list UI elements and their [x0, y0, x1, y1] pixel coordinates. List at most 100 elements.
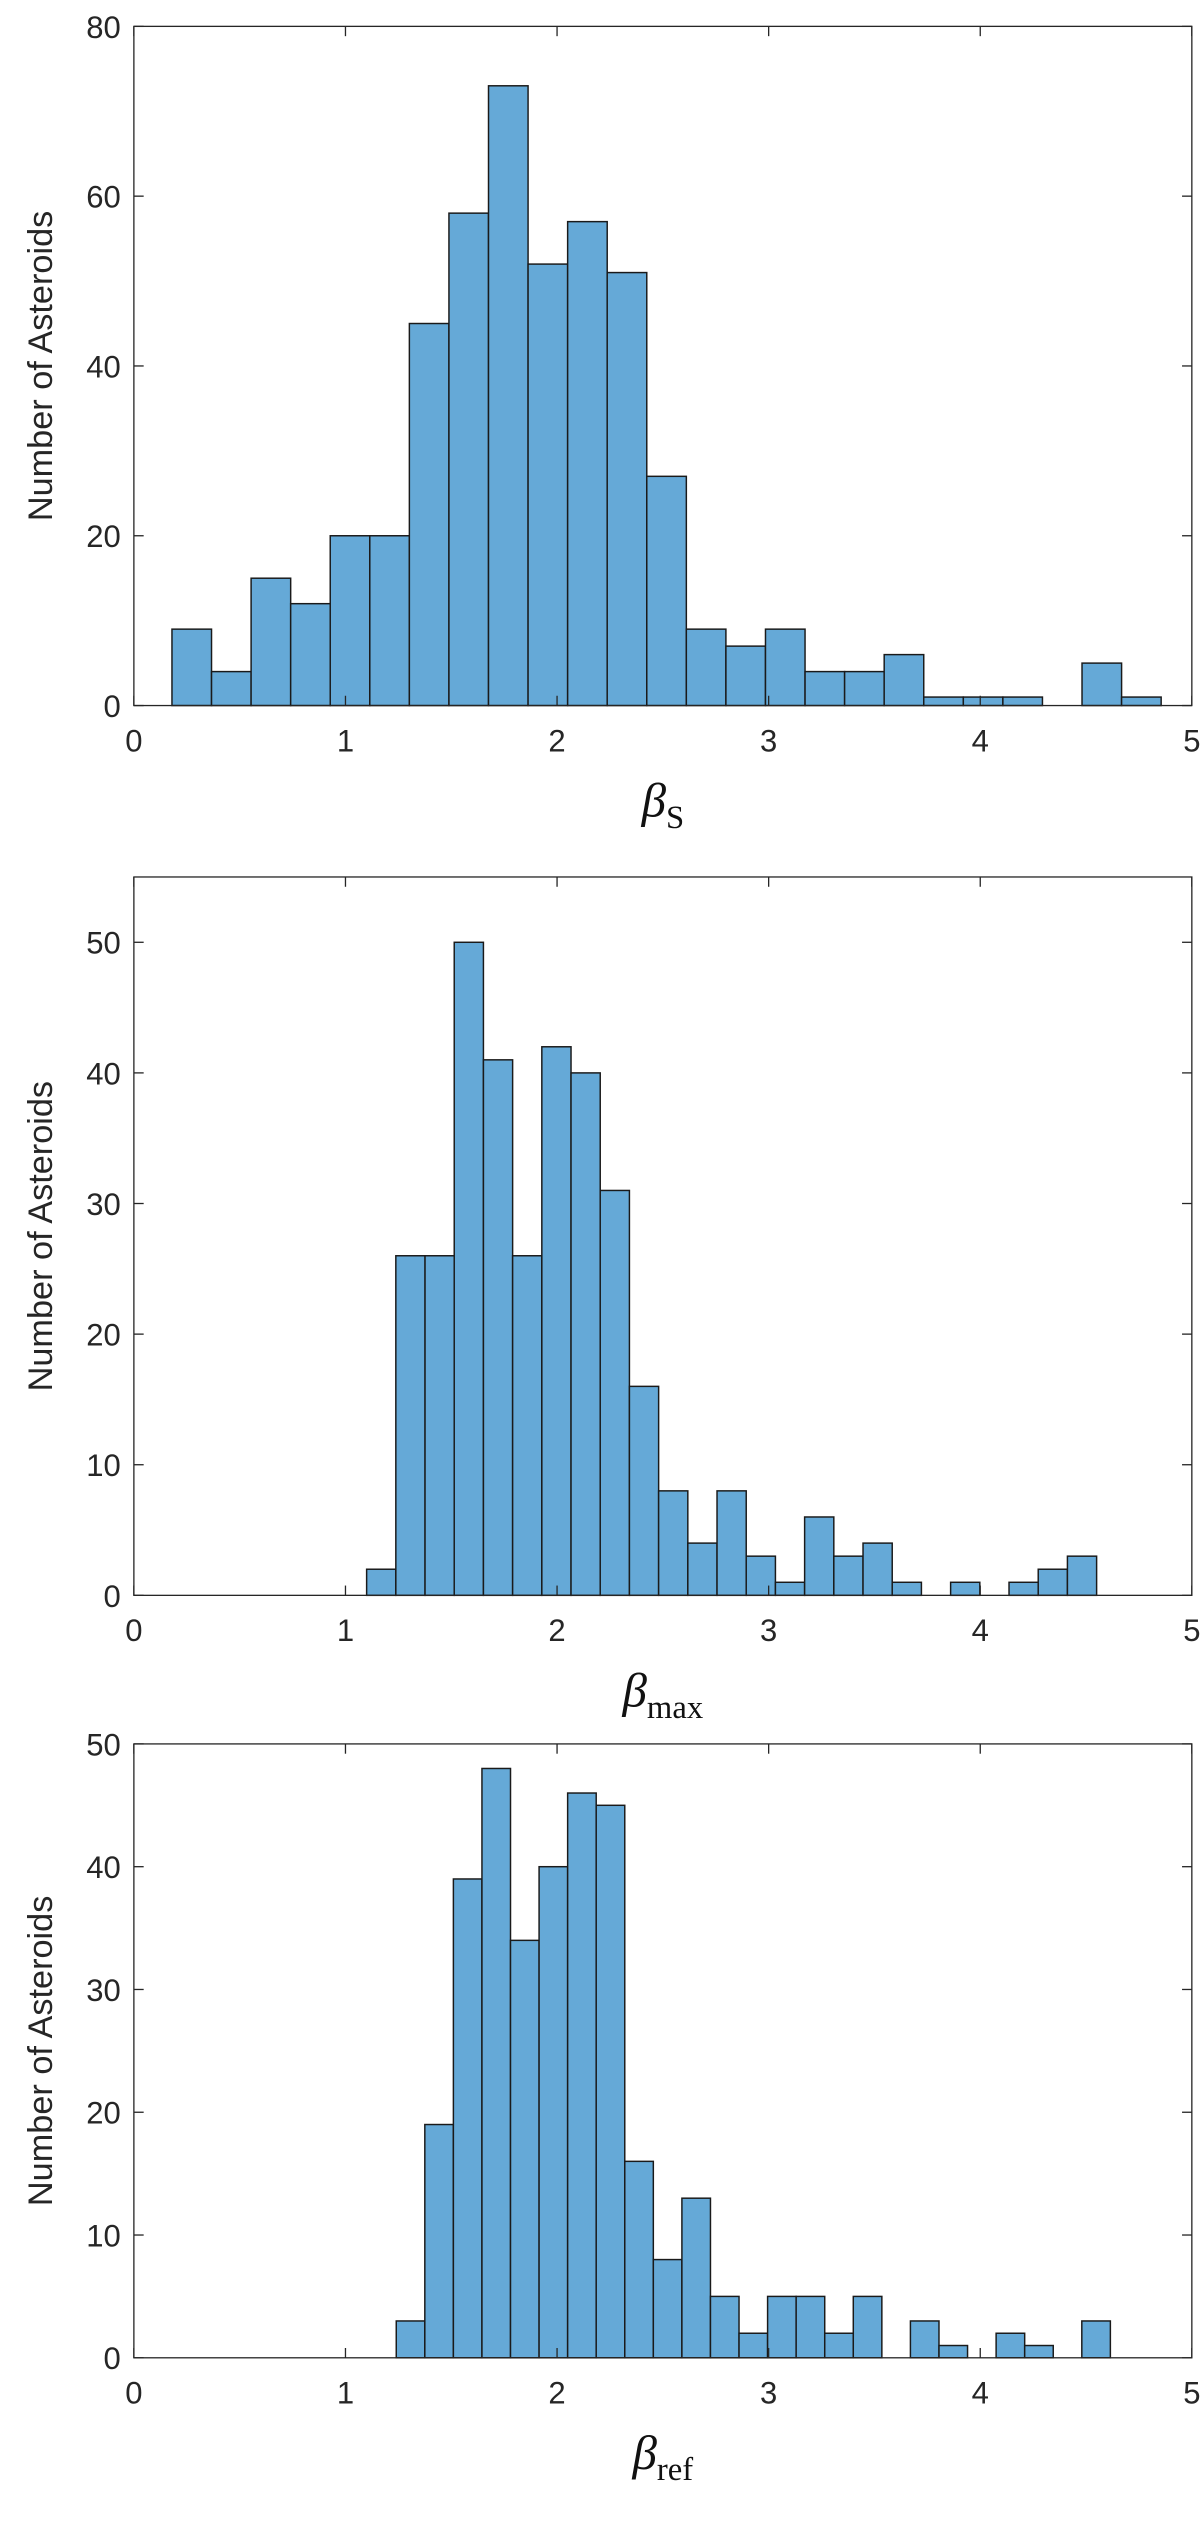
x-tick-label: 2 — [548, 2376, 565, 2411]
y-tick-label: 50 — [86, 926, 121, 961]
y-tick-label: 10 — [86, 2218, 121, 2253]
histogram-bar — [171, 628, 213, 707]
histogram-bar — [606, 271, 648, 707]
histogram-bar — [852, 2295, 883, 2359]
x-tick-label: 3 — [760, 723, 777, 758]
y-axis-label: Number of Asteroids — [22, 211, 60, 521]
histogram-bar — [599, 1189, 631, 1597]
x-tick-label: 2 — [548, 1613, 565, 1648]
x-tick-label: 1 — [337, 1613, 354, 1648]
histogram-bar — [949, 1581, 981, 1597]
x-tick-label: 0 — [125, 2376, 142, 2411]
x-tick-label: 2 — [548, 723, 565, 758]
y-tick-label: 40 — [86, 349, 121, 384]
y-tick-label: 50 — [86, 1727, 121, 1762]
x-axis-label-subscript: ref — [657, 2452, 693, 2488]
histogram-bar — [716, 1490, 747, 1597]
x-axis-label: βS — [641, 773, 685, 836]
histogram-bar — [764, 628, 806, 707]
y-tick-label: 0 — [104, 2341, 121, 2376]
x-tick-label: 4 — [972, 2376, 989, 2411]
histogram-bar — [709, 2295, 740, 2359]
histogram-bar — [424, 1255, 455, 1597]
histogram-bar — [481, 1767, 512, 2359]
histogram-bar — [566, 220, 608, 707]
histogram-bar — [595, 1804, 626, 2359]
y-tick-label: 20 — [86, 2096, 121, 2131]
x-tick-label: 0 — [125, 1613, 142, 1648]
histogram-bar — [685, 628, 727, 707]
histogram-bar — [1002, 696, 1044, 707]
y-tick-label: 0 — [104, 689, 121, 724]
histogram-bar — [624, 2160, 655, 2359]
histogram-bar — [823, 2332, 855, 2359]
y-tick-label: 20 — [86, 519, 121, 554]
histogram-bar — [1008, 1581, 1039, 1597]
histogram-bar — [803, 1516, 835, 1597]
histogram-bar — [250, 577, 292, 707]
x-axis-label-symbol: β — [632, 2425, 658, 2480]
histogram-bar — [527, 263, 569, 707]
x-tick-label: 1 — [337, 2376, 354, 2411]
histogram-bar — [570, 1072, 601, 1597]
histogram-bar — [482, 1059, 514, 1597]
y-tick-label: 60 — [86, 180, 121, 215]
histogram-bar — [1066, 1555, 1098, 1597]
histogram-bar — [766, 2295, 797, 2359]
x-tick-label: 5 — [1183, 2376, 1200, 2411]
histogram-bar — [862, 1542, 893, 1597]
histogram-bar — [883, 653, 925, 707]
y-tick-label: 40 — [86, 1850, 121, 1885]
histogram-bar — [738, 2332, 769, 2359]
histogram-bar — [843, 670, 885, 707]
histogram-bar — [329, 535, 371, 707]
y-axis-label: Number of Asteroids — [22, 1896, 60, 2206]
histogram-bar — [795, 2295, 826, 2359]
x-tick-label: 1 — [337, 723, 354, 758]
y-axis-label: Number of Asteroids — [22, 1081, 60, 1391]
y-tick-label: 0 — [104, 1579, 121, 1614]
x-axis-label: βref — [632, 2425, 694, 2488]
histogram-bar — [210, 670, 252, 707]
histogram-bar — [745, 1555, 777, 1597]
histogram-bar — [566, 1792, 597, 2359]
axes-box — [133, 1743, 1193, 2359]
x-tick-label: 3 — [760, 2376, 777, 2411]
y-tick-label: 20 — [86, 1318, 121, 1353]
histogram-bar — [962, 696, 1004, 707]
y-tick-label: 30 — [86, 1973, 121, 2008]
x-tick-label: 5 — [1183, 723, 1200, 758]
histogram-bar — [369, 535, 411, 707]
histogram-bar — [687, 1542, 718, 1597]
histogram-bar — [448, 212, 490, 707]
histogram-bar — [424, 2123, 455, 2359]
histogram-bar — [541, 1046, 572, 1597]
histogram-bar — [453, 941, 485, 1597]
y-tick-label: 30 — [86, 1187, 121, 1222]
x-tick-label: 0 — [125, 723, 142, 758]
histogram-bar — [452, 1878, 483, 2359]
histogram-bar — [833, 1555, 864, 1597]
histogram-bar — [395, 2320, 426, 2359]
histogram-bar — [923, 696, 965, 707]
histogram-bar — [1081, 2320, 1112, 2359]
histogram-bar — [538, 1865, 569, 2359]
histogram-bar — [681, 2197, 712, 2359]
histogram-bar — [395, 1255, 426, 1597]
histogram-bar — [408, 322, 450, 707]
histogram-bar — [652, 2258, 683, 2359]
histogram-bar — [646, 475, 688, 707]
x-axis-label: βmax — [622, 1662, 704, 1725]
x-tick-label: 4 — [972, 1613, 989, 1648]
y-tick-label: 40 — [86, 1056, 121, 1091]
histogram-bar — [1120, 696, 1162, 707]
x-tick-label: 3 — [760, 1613, 777, 1648]
histogram-bar — [509, 1939, 540, 2359]
histogram-bar — [804, 670, 846, 707]
histogram-panel-1: 0 1 2 3 4 5 0 20 40 60 80 Number of Asteroids βS — [22, 10, 1200, 836]
histogram-bar — [725, 645, 767, 707]
histogram-bar — [657, 1490, 689, 1597]
histogram-bar — [891, 1581, 923, 1597]
